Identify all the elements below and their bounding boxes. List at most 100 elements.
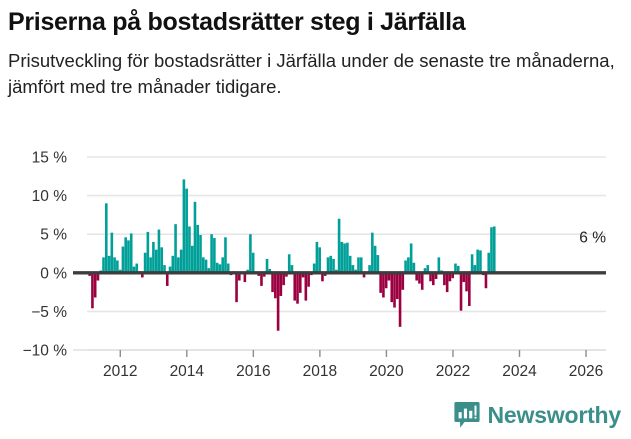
bar xyxy=(168,266,172,273)
bar-chart-speech-bubble-icon xyxy=(453,402,480,428)
bar xyxy=(113,257,116,273)
bar xyxy=(287,254,291,273)
bar xyxy=(490,227,493,273)
bar xyxy=(454,263,457,273)
bar xyxy=(465,272,468,292)
logo-wordmark: Newsworthy xyxy=(487,401,622,428)
bar xyxy=(301,272,305,278)
bar xyxy=(371,232,374,273)
bar xyxy=(337,218,341,273)
bar xyxy=(473,265,477,273)
y-tick-label: 15 % xyxy=(32,150,68,167)
bar xyxy=(102,257,105,273)
bar xyxy=(387,272,391,281)
bar xyxy=(462,272,466,283)
bar xyxy=(182,179,186,273)
bar xyxy=(199,234,202,273)
bar xyxy=(224,237,227,273)
bar xyxy=(315,241,319,273)
newsworthy-logo: Newsworthy xyxy=(453,401,622,429)
y-tick-label: 0 % xyxy=(40,265,67,282)
bar xyxy=(221,257,224,273)
bar xyxy=(420,272,424,290)
bar xyxy=(445,272,449,293)
page-title: Priserna på bostadsrätter steg i Järfäll… xyxy=(8,8,466,36)
bar xyxy=(373,245,377,273)
bar xyxy=(398,272,402,327)
y-tick-label: −5 % xyxy=(31,304,67,321)
bar xyxy=(376,255,380,273)
bar xyxy=(104,203,108,273)
bar xyxy=(307,272,310,287)
bar xyxy=(193,201,197,273)
bar xyxy=(404,260,407,273)
bar xyxy=(492,226,496,273)
chart-header: Priserna på bostadsrätter steg i Järfäll… xyxy=(0,0,631,101)
bar xyxy=(451,272,455,279)
bar xyxy=(213,238,216,273)
bar xyxy=(154,249,158,273)
bar xyxy=(160,247,164,273)
bar xyxy=(443,272,446,286)
bar xyxy=(260,272,263,286)
bar xyxy=(304,272,308,301)
bar xyxy=(177,257,180,273)
bar xyxy=(415,272,418,281)
bar xyxy=(152,241,155,273)
bar xyxy=(407,257,410,273)
bar xyxy=(268,268,272,273)
bar xyxy=(470,254,474,273)
x-axis: 2012 2014 2016 2018 2020 2022 2024 2026 xyxy=(73,349,606,380)
bar xyxy=(298,272,302,293)
bar xyxy=(326,257,330,273)
bar xyxy=(163,265,166,273)
bar xyxy=(432,272,435,286)
bar xyxy=(290,265,294,273)
bar xyxy=(215,262,219,273)
bar xyxy=(124,237,127,273)
bar xyxy=(265,258,269,273)
x-tick-label: 2022 xyxy=(436,363,470,380)
bar xyxy=(426,265,430,273)
bar xyxy=(484,272,488,289)
bar xyxy=(91,272,94,309)
bar xyxy=(243,272,247,283)
bar xyxy=(395,272,399,300)
bar xyxy=(93,272,97,298)
bar xyxy=(157,229,161,273)
bar xyxy=(132,266,136,273)
x-tick-label: 2014 xyxy=(170,363,205,380)
bar xyxy=(279,272,283,296)
bar xyxy=(423,268,427,273)
bar xyxy=(146,231,150,273)
bar xyxy=(312,263,316,273)
bar xyxy=(368,265,371,273)
bar xyxy=(429,272,432,282)
bar xyxy=(382,272,385,298)
bar xyxy=(362,272,366,278)
bar xyxy=(348,255,352,273)
bar xyxy=(282,272,285,286)
bar xyxy=(262,272,266,277)
bar xyxy=(437,257,441,273)
bar xyxy=(332,258,335,273)
bar xyxy=(487,252,491,273)
bar xyxy=(107,255,111,273)
bar xyxy=(359,257,363,273)
bar xyxy=(293,272,297,301)
bar xyxy=(249,234,252,273)
bar xyxy=(274,272,277,299)
bar xyxy=(418,272,421,284)
bar xyxy=(179,249,183,273)
bar xyxy=(135,263,139,273)
bar xyxy=(401,272,405,290)
bar xyxy=(226,263,230,273)
bar xyxy=(207,268,211,273)
bar xyxy=(343,243,346,273)
bar xyxy=(210,234,213,273)
bars-group xyxy=(88,179,496,331)
bar xyxy=(201,257,205,273)
bar xyxy=(96,272,100,281)
y-tick-label: 10 % xyxy=(32,188,68,205)
bar xyxy=(121,246,125,273)
